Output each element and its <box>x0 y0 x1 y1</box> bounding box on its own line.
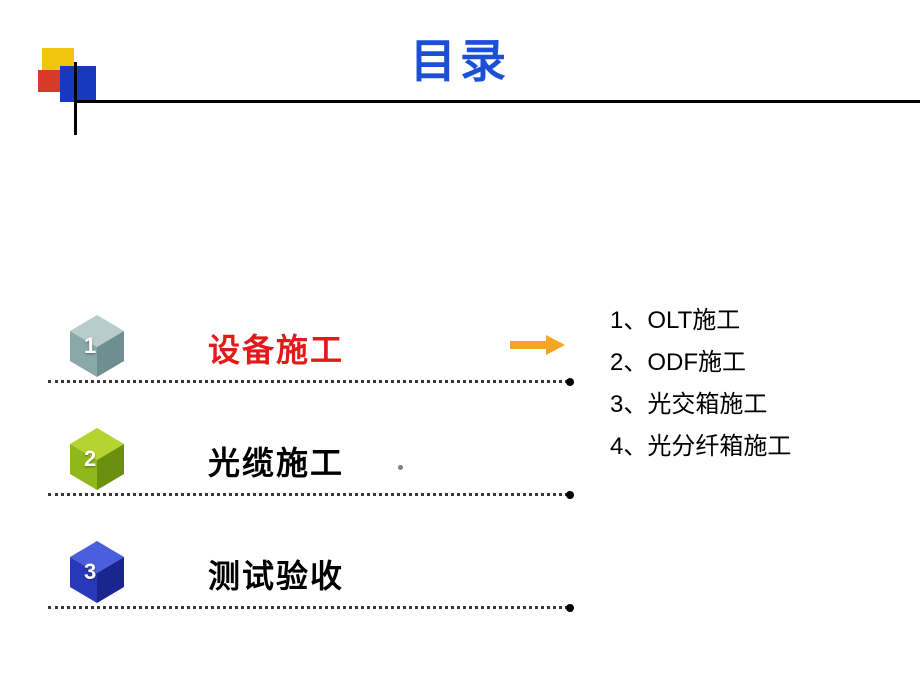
sublist-item-3: 3、光交箱施工 <box>610 384 791 426</box>
dotted-underline <box>48 490 568 496</box>
sublist: 1、OLT施工2、ODF施工3、光交箱施工4、光分纤箱施工 <box>610 300 791 468</box>
toc-label: 光缆施工 <box>208 438 344 484</box>
toc-item-3: 3 测试验收 <box>38 533 568 648</box>
toc-number: 2 <box>84 446 96 472</box>
dotted-underline <box>48 377 568 383</box>
toc-item-2: 2 光缆施工 <box>38 420 568 535</box>
header-vertical-line <box>74 62 77 135</box>
small-dot-icon <box>398 465 403 470</box>
sublist-item-4: 4、光分纤箱施工 <box>610 426 791 468</box>
sublist-item-2: 2、ODF施工 <box>610 342 791 384</box>
header: 目录 <box>0 0 920 135</box>
toc-label: 设备施工 <box>208 325 344 371</box>
page-title: 目录 <box>0 25 920 91</box>
toc-number: 1 <box>84 333 96 359</box>
toc-label: 测试验收 <box>208 551 344 597</box>
toc-number: 3 <box>84 559 96 585</box>
sublist-item-1: 1、OLT施工 <box>610 300 791 342</box>
dotted-underline <box>48 603 568 609</box>
arrow-icon <box>510 335 565 355</box>
toc-item-1: 1 设备施工 <box>38 307 568 422</box>
header-horizontal-line <box>74 100 920 103</box>
